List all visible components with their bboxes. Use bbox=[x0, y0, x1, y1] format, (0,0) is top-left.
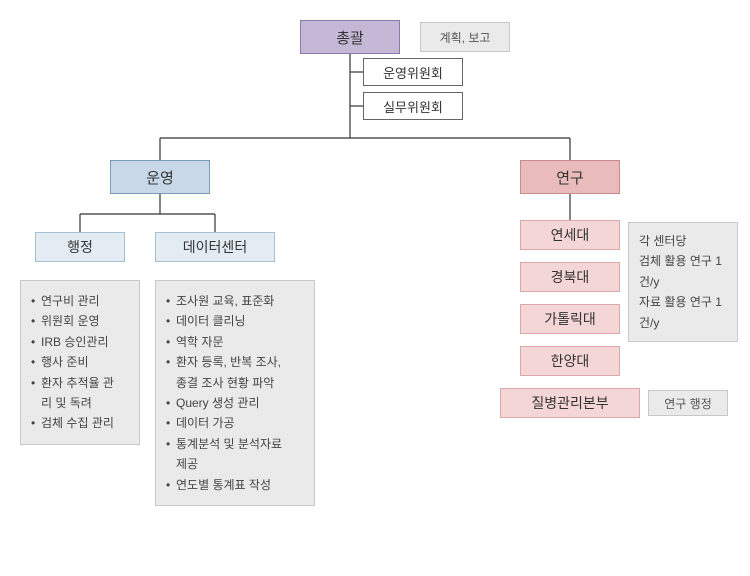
uni-1-label: 연세대 bbox=[551, 225, 590, 245]
dc-item: 통계분석 및 분석자료 제공 bbox=[162, 434, 306, 475]
uni-4-label: 한양대 bbox=[551, 351, 590, 371]
top-node: 총괄 bbox=[300, 20, 400, 54]
operation-node: 운영 bbox=[110, 160, 210, 194]
admin-bullet-box: 연구비 관리 위원회 운영 IRB 승인관리 행사 준비 환자 추적율 관 리 … bbox=[20, 280, 140, 445]
admin-item: 환자 추적율 관 리 및 독려 bbox=[27, 373, 131, 414]
uni-2-label: 경북대 bbox=[551, 267, 590, 287]
dc-item: 데이터 클리닝 bbox=[162, 311, 306, 331]
research-side-note: 각 센터당 검체 활용 연구 1건/y 자료 활용 연구 1건/y bbox=[628, 222, 738, 342]
committee-2: 실무위원회 bbox=[363, 92, 463, 120]
admin-item: 위원회 운영 bbox=[27, 311, 131, 331]
uni-5: 질병관리본부 bbox=[500, 388, 640, 418]
admin-item: 검체 수집 관리 bbox=[27, 413, 131, 433]
dc-item: 역학 자문 bbox=[162, 332, 306, 352]
dc-item: 환자 등록, 반복 조사, 종결 조사 현황 파악 bbox=[162, 352, 306, 393]
admin-item: 연구비 관리 bbox=[27, 291, 131, 311]
uni-2: 경북대 bbox=[520, 262, 620, 292]
operation-label: 운영 bbox=[146, 167, 174, 188]
dc-item: 연도별 통계표 작성 bbox=[162, 475, 306, 495]
dc-item: Query 생성 관리 bbox=[162, 393, 306, 413]
admin-item: IRB 승인관리 bbox=[27, 332, 131, 352]
admin-node: 행정 bbox=[35, 232, 125, 262]
research-bottom-note-text: 연구 행정 bbox=[664, 395, 712, 412]
uni-5-label: 질병관리본부 bbox=[531, 393, 608, 413]
uni-1: 연세대 bbox=[520, 220, 620, 250]
uni-3: 가톨릭대 bbox=[520, 304, 620, 334]
datacenter-label: 데이터센터 bbox=[183, 237, 247, 257]
dc-item: 조사원 교육, 표준화 bbox=[162, 291, 306, 311]
side-note-line: 검체 활용 연구 1건/y bbox=[639, 251, 727, 292]
research-label: 연구 bbox=[556, 167, 584, 188]
datacenter-node: 데이터센터 bbox=[155, 232, 275, 262]
admin-item: 행사 준비 bbox=[27, 352, 131, 372]
datacenter-bullet-box: 조사원 교육, 표준화 데이터 클리닝 역학 자문 환자 등록, 반복 조사, … bbox=[155, 280, 315, 506]
top-label: 총괄 bbox=[336, 27, 364, 48]
side-note-line: 자료 활용 연구 1건/y bbox=[639, 292, 727, 333]
top-note-text: 계획, 보고 bbox=[440, 29, 491, 46]
committee-1: 운영위원회 bbox=[363, 58, 463, 86]
committee-1-label: 운영위원회 bbox=[383, 63, 443, 82]
top-note: 계획, 보고 bbox=[420, 22, 510, 52]
uni-3-label: 가톨릭대 bbox=[544, 309, 596, 329]
uni-4: 한양대 bbox=[520, 346, 620, 376]
admin-label: 행정 bbox=[67, 237, 93, 257]
committee-2-label: 실무위원회 bbox=[383, 97, 443, 116]
research-bottom-note: 연구 행정 bbox=[648, 390, 728, 416]
research-node: 연구 bbox=[520, 160, 620, 194]
dc-item: 데이터 가공 bbox=[162, 413, 306, 433]
side-note-line: 각 센터당 bbox=[639, 231, 727, 251]
